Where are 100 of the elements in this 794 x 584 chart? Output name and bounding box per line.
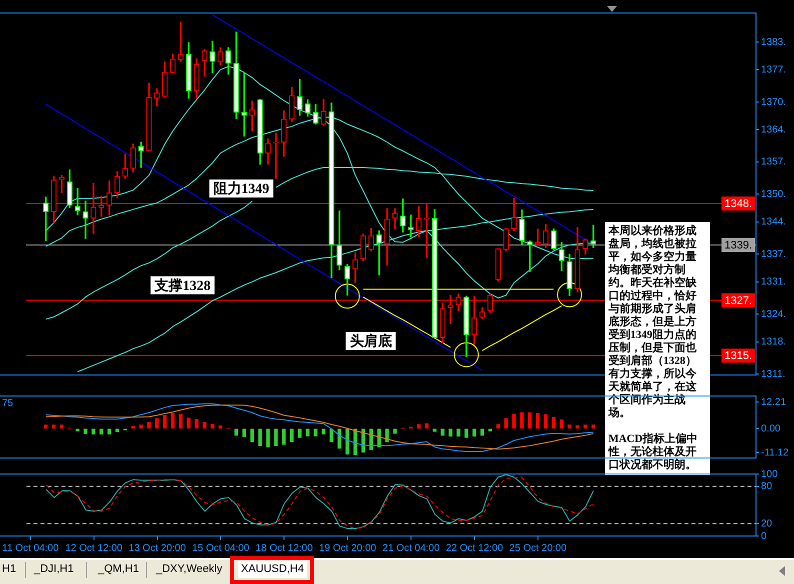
bar xyxy=(393,428,397,434)
bar xyxy=(44,424,48,428)
y-tick-label: 1337. xyxy=(761,248,786,260)
bar xyxy=(76,428,80,432)
y-tick-label: 1331. xyxy=(761,276,786,288)
annotation: 阻力1349 xyxy=(213,181,270,198)
ref-line-label: 1348. xyxy=(724,198,752,210)
bar xyxy=(448,428,452,437)
text: 75 xyxy=(2,398,14,409)
y-tick-label: 1364. xyxy=(761,124,786,136)
bar xyxy=(282,428,286,445)
x-tick-label: 15 Oct 04:00 xyxy=(192,542,250,554)
x-tick-label: 12 Oct 12:00 xyxy=(65,542,123,554)
y-tick-label: 1377. xyxy=(761,64,786,76)
bar xyxy=(424,423,429,428)
bar xyxy=(210,424,214,428)
text: MACD指标上偏中性，无论柱体及开口状况都不明朗。 xyxy=(608,433,699,472)
bar xyxy=(576,425,580,428)
y-tick-label: 20 xyxy=(761,518,773,530)
bar xyxy=(528,412,532,428)
bar xyxy=(440,428,444,436)
x-tick-label: 13 Oct 20:00 xyxy=(128,542,186,554)
bar xyxy=(552,416,556,428)
bar xyxy=(385,428,389,442)
bar xyxy=(194,419,198,428)
text: H1 xyxy=(2,562,16,577)
y-tick-label: 1357. xyxy=(761,156,786,168)
bar xyxy=(568,424,572,428)
bar xyxy=(472,428,476,437)
point xyxy=(557,282,582,308)
bar xyxy=(250,428,254,442)
bar xyxy=(512,414,516,428)
bar xyxy=(170,412,175,428)
candlestick xyxy=(138,142,144,168)
y-tick-label: 0 xyxy=(761,530,767,542)
bar xyxy=(314,428,318,436)
bar xyxy=(202,422,206,428)
y-tick-label: 1318. xyxy=(761,336,786,348)
bar xyxy=(52,424,56,428)
y-tick-label: -11.12 xyxy=(761,447,790,458)
bar xyxy=(330,428,334,442)
text: XAUUSD,H4 xyxy=(238,561,307,578)
text: _QM,H1 xyxy=(98,562,139,577)
x-tick-label: 22 Oct 12:00 xyxy=(446,542,504,554)
y-tick-label: 100 xyxy=(761,468,778,480)
bar xyxy=(560,419,564,428)
bar xyxy=(92,428,96,434)
bar xyxy=(322,428,326,434)
ref-line-label: 1339. xyxy=(724,239,752,252)
bar xyxy=(464,428,468,438)
bar xyxy=(60,424,64,428)
bar xyxy=(258,428,262,446)
text: _DXY,Weekly xyxy=(156,562,222,577)
point xyxy=(334,284,360,309)
bar xyxy=(147,422,151,428)
bar xyxy=(84,428,88,434)
candlestick xyxy=(82,200,88,239)
bar xyxy=(504,418,508,428)
x-tick-label: 25 Oct 20:00 xyxy=(509,542,567,554)
bar xyxy=(218,425,222,428)
bar xyxy=(592,424,596,428)
bar xyxy=(186,418,190,428)
x-tick-label: 11 Oct 04:00 xyxy=(2,542,60,554)
annotation: 头肩底 xyxy=(350,332,392,350)
y-tick-label: 1370. xyxy=(761,96,786,108)
bar xyxy=(432,428,436,432)
bar xyxy=(290,428,294,442)
bar xyxy=(536,412,540,428)
bar xyxy=(178,414,183,428)
x-tick-label: 19 Oct 20:00 xyxy=(318,542,377,554)
y-tick-label: 1324. xyxy=(761,308,786,320)
candlestick xyxy=(74,188,80,216)
bar xyxy=(131,426,135,428)
x-tick-label: 21 Oct 04:00 xyxy=(382,542,440,554)
bar xyxy=(544,414,548,428)
bar xyxy=(100,428,104,434)
bar xyxy=(496,424,500,428)
bar xyxy=(480,428,484,436)
bar xyxy=(416,424,421,428)
bar xyxy=(584,424,588,428)
point xyxy=(454,342,479,368)
y-tick-label: 12.21 xyxy=(761,396,786,408)
y-tick-label: 0.00 xyxy=(761,423,781,434)
bar xyxy=(456,428,460,437)
bar xyxy=(520,412,524,428)
bar xyxy=(139,424,143,428)
bar xyxy=(306,428,310,436)
y-tick-label: 1344. xyxy=(761,216,786,228)
annotation: 支撑1328 xyxy=(154,278,211,294)
y-tick-label: 1383. xyxy=(761,36,786,48)
y-tick-label: 80 xyxy=(761,481,773,492)
bar xyxy=(163,414,167,428)
bar xyxy=(298,428,302,438)
bar xyxy=(234,428,238,436)
bar xyxy=(274,428,278,446)
ref-line-label: 1315. xyxy=(724,350,752,362)
bar xyxy=(488,428,492,432)
bar xyxy=(242,428,246,437)
bar xyxy=(338,428,342,449)
bar xyxy=(155,418,159,428)
